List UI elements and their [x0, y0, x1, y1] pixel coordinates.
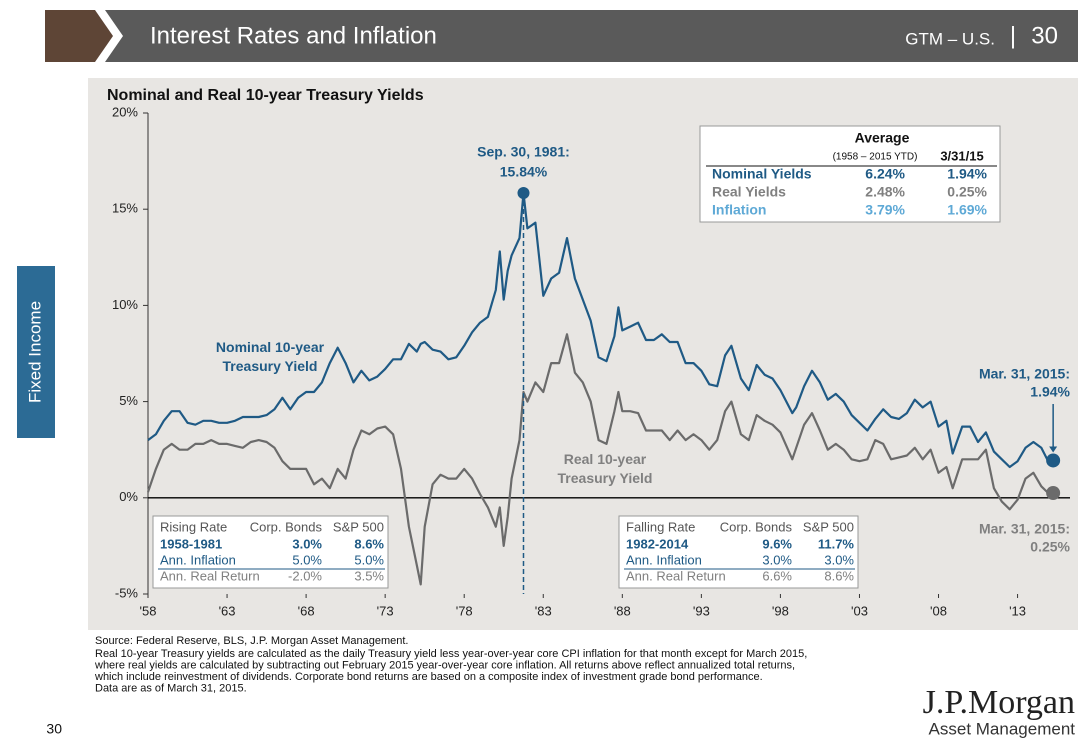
- table-cell: 9.6%: [762, 536, 792, 551]
- annotation-date: Mar. 31, 2015:: [979, 521, 1070, 537]
- table-cell: Ann. Inflation: [160, 552, 236, 567]
- y-tick-label: 0%: [119, 489, 138, 504]
- table-cell: 6.6%: [762, 568, 792, 583]
- table-column: S&P 500: [333, 519, 384, 534]
- notes: Real 10-year Treasury yields are calcula…: [94, 648, 807, 695]
- x-tick-label: '63: [219, 603, 236, 618]
- table-column: S&P 500: [803, 519, 854, 534]
- source: Source: Federal Reserve, BLS, J.P. Morga…: [95, 635, 408, 647]
- annotation-value: 0.25%: [1030, 539, 1070, 555]
- x-tick-label: '73: [377, 603, 394, 618]
- x-tick-label: '88: [614, 603, 631, 618]
- note-line: which include reinvestment of dividends.…: [94, 671, 763, 683]
- rate-table: [618, 515, 859, 589]
- header-bar: [105, 10, 1078, 62]
- y-tick-label: 15%: [112, 201, 138, 216]
- annotation-value: 1.94%: [1030, 384, 1070, 400]
- table-title: Average: [855, 130, 910, 146]
- table-cell: 3.0%: [824, 552, 854, 567]
- header-block: [45, 10, 113, 62]
- series-line: [146, 333, 1054, 586]
- table-row-label: Nominal Yields: [712, 166, 812, 182]
- x-tick-label: '98: [772, 603, 789, 618]
- table-cell: 5.0%: [292, 552, 322, 567]
- table-cell: 2.48%: [865, 184, 905, 200]
- table-cell: 3.79%: [865, 202, 905, 218]
- header-page: 30: [1031, 22, 1058, 49]
- annotation-date: Mar. 31, 2015:: [979, 366, 1070, 382]
- table-cell: 3.0%: [762, 552, 792, 567]
- page-number: 30: [46, 721, 62, 737]
- table-cell: 5.0%: [354, 552, 384, 567]
- y-tick-label: 5%: [119, 393, 138, 408]
- table-cell: 1958-1981: [160, 536, 222, 551]
- x-tick-label: '83: [535, 603, 552, 618]
- note-line: Data are as of March 31, 2015.: [95, 682, 247, 694]
- chart-title: Nominal and Real 10-year Treasury Yields: [107, 87, 424, 104]
- table-cell: 1.94%: [947, 166, 987, 182]
- series-line: [147, 191, 1054, 469]
- x-tick-label: '13: [1009, 603, 1026, 618]
- series-label: Nominal 10-year Treasury Yield: [215, 339, 325, 374]
- note-line: where real yields are calculated by subt…: [94, 659, 795, 671]
- table-cell: Ann. Real Return: [160, 568, 260, 583]
- y-tick-label: -5%: [115, 585, 139, 600]
- table-column: Corp. Bonds: [720, 519, 793, 534]
- table-column: Corp. Bonds: [250, 519, 323, 534]
- table-cell: 6.24%: [865, 166, 905, 182]
- annotation-date: Sep. 30, 1981:: [477, 144, 570, 160]
- table-cell: Ann. Inflation: [626, 552, 702, 567]
- table-cell: 3.5%: [354, 568, 384, 583]
- table-cell: 8.6%: [824, 568, 854, 583]
- table-cell: 11.7%: [818, 536, 855, 551]
- table-row-label: Real Yields: [712, 184, 786, 200]
- table-cell: Ann. Real Return: [626, 568, 726, 583]
- table-cell: 8.6%: [354, 536, 384, 551]
- table-cell: 3.0%: [292, 536, 322, 551]
- rate-table: [152, 515, 389, 589]
- side-tab-label: Fixed Income: [25, 301, 44, 403]
- y-tick-label: 20%: [112, 104, 138, 119]
- logo: J.P.Morgan: [923, 684, 1075, 721]
- series-label: Real 10-year Treasury Yield: [557, 451, 653, 486]
- table-column: Falling Rate: [626, 519, 695, 534]
- x-tick-label: '08: [930, 603, 947, 618]
- y-tick-label: 10%: [112, 297, 138, 312]
- table-cell: 0.25%: [947, 184, 987, 200]
- annotation-marker: [1046, 485, 1061, 500]
- table-cell: -2.0%: [288, 568, 322, 583]
- annotation-marker: [1046, 453, 1061, 468]
- x-tick-label: '03: [851, 603, 868, 618]
- logo-sub: Asset Management: [929, 719, 1076, 738]
- table-cell: 1982-2014: [626, 536, 689, 551]
- annotation-arrowhead: [1049, 446, 1058, 453]
- table-column: 3/31/15: [940, 148, 983, 163]
- annotation-marker: [517, 187, 530, 200]
- x-tick-label: '78: [456, 603, 473, 618]
- table-column: Rising Rate: [160, 519, 227, 534]
- header-title: Interest Rates and Inflation: [150, 22, 437, 49]
- annotation-value: 15.84%: [500, 164, 548, 180]
- side-tab: [17, 266, 55, 438]
- header-separator: |: [1010, 22, 1016, 49]
- x-tick-label: '58: [140, 603, 157, 618]
- note-line: Real 10-year Treasury yields are calcula…: [95, 648, 807, 660]
- x-tick-label: '93: [693, 603, 710, 618]
- header-tag: GTM – U.S.: [905, 29, 995, 48]
- table-column: (1958 – 2015 YTD): [833, 152, 918, 163]
- x-tick-label: '68: [298, 603, 315, 618]
- table-row-label: Inflation: [712, 202, 766, 218]
- average-table: [699, 125, 1001, 223]
- table-cell: 1.69%: [947, 202, 987, 218]
